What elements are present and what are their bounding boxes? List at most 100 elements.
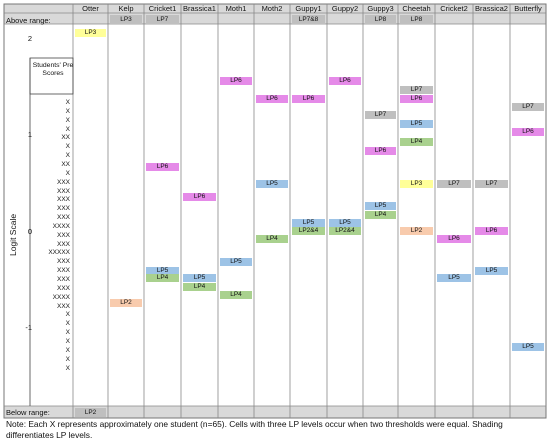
student-x-mark: XXX xyxy=(56,284,70,292)
lp-level-cell: LP6 xyxy=(183,193,216,202)
lp-level-cell: LP4 xyxy=(400,138,433,147)
lp-level-cell: LP6 xyxy=(512,127,544,136)
lp-level-cell: LP7 xyxy=(475,179,508,188)
lp-level-cell: LP6 xyxy=(256,94,288,103)
y-tick-label: 0 xyxy=(27,226,32,236)
lp-level-cell: LP5 xyxy=(220,257,252,266)
student-x-mark: XX xyxy=(61,134,70,142)
lp-level-cell: LP7 xyxy=(512,102,544,111)
y-tick-label: -1 xyxy=(25,323,32,332)
lp-level-cell: LP6 xyxy=(437,234,471,243)
lp-level-cell: LP4 xyxy=(183,282,216,291)
lp-level-cell: LP6 xyxy=(475,227,508,235)
lp-level-cell: LP5 xyxy=(329,219,361,228)
lp-level-cell: LP5 xyxy=(437,274,471,283)
lp-level-cell: LP4 xyxy=(220,290,252,299)
student-x-mark: XXX xyxy=(56,178,70,186)
above-range-cell: LP8 xyxy=(400,14,433,24)
student-x-mark: X xyxy=(65,364,70,372)
student-x-mark: XXX xyxy=(56,276,70,283)
student-x-mark: X xyxy=(65,311,70,319)
lp-level-cell: LP3 xyxy=(400,179,433,188)
y-tick-label: 2 xyxy=(27,33,32,43)
student-x-mark: XXX xyxy=(56,240,70,248)
student-x-mark: XXX xyxy=(56,231,70,239)
column-header: Cheetah xyxy=(402,4,431,13)
lp-level-cell: LP3 xyxy=(75,29,106,38)
below-range-cell: LP2 xyxy=(75,407,106,417)
lp-level-cell: LP4 xyxy=(365,210,396,219)
student-x-mark: X xyxy=(65,337,70,345)
above-range-band xyxy=(4,13,546,24)
lp-level-cell: LP6 xyxy=(146,163,179,172)
student-x-mark: XXXX xyxy=(52,222,70,230)
lp-level-cell: LP6 xyxy=(292,94,325,103)
students-pre-label: Students' Pre Scores xyxy=(32,62,74,77)
student-x-mark: XXX xyxy=(56,302,70,310)
column-header: Kelp xyxy=(118,4,134,13)
lp-level-cell: LP5 xyxy=(146,266,179,275)
student-x-mark: XXX xyxy=(56,187,70,195)
student-x-mark: X xyxy=(65,125,70,133)
student-x-mark: XX xyxy=(61,160,70,168)
student-x-mark: X xyxy=(65,320,70,328)
column-header: Moth2 xyxy=(261,4,283,13)
lp-level-cell: LP2&4 xyxy=(292,227,325,235)
student-x-mark: X xyxy=(65,107,70,115)
y-tick-label: 1 xyxy=(27,130,32,139)
lp-level-cell: LP2 xyxy=(110,299,142,308)
column-header: Brassica1 xyxy=(183,4,216,13)
column-header: Otter xyxy=(82,4,99,13)
column-header: Cricket1 xyxy=(148,4,177,13)
above-range-cell: LP7&8 xyxy=(292,14,325,24)
lp-level-cell: LP5 xyxy=(292,219,325,228)
lp-level-cell: LP6 xyxy=(400,94,433,103)
student-x-mark: X xyxy=(65,152,70,160)
column-header: Guppy3 xyxy=(367,4,394,13)
lp-level-cell: LP7 xyxy=(365,111,396,120)
lp-level-cell: LP5 xyxy=(365,201,396,210)
lp-level-cell: LP5 xyxy=(400,119,433,128)
lp-level-cell: LP7 xyxy=(437,179,471,188)
column-header: Butterfly xyxy=(514,4,542,13)
table-border xyxy=(3,3,547,419)
above-range-label: Above range: xyxy=(6,16,51,25)
column-header: Brassica2 xyxy=(475,4,508,13)
lp-level-cell: LP7 xyxy=(400,86,433,95)
student-x-mark: XXX xyxy=(56,214,70,222)
below-range-label: Below range: xyxy=(6,408,50,417)
lp-level-cell: LP2 xyxy=(400,227,433,235)
student-x-mark: XXX xyxy=(56,258,70,266)
student-x-mark: XXXX xyxy=(52,293,70,301)
above-range-cell: LP3 xyxy=(110,14,142,24)
student-x-mark: XXX xyxy=(56,196,70,204)
lp-level-cell: LP5 xyxy=(512,342,544,351)
table-note: Note: Each X represents approximately on… xyxy=(6,419,503,440)
student-x-mark: XXX xyxy=(56,205,70,213)
column-header: Guppy1 xyxy=(295,4,322,13)
student-x-mark: X xyxy=(65,355,70,363)
lp-level-cell: LP5 xyxy=(475,266,508,275)
above-range-cell: LP7 xyxy=(146,14,179,24)
lp-level-cell: LP5 xyxy=(183,274,216,283)
column-header: Cricket2 xyxy=(440,4,468,13)
student-x-mark: XXXXX xyxy=(48,249,70,257)
below-range-band xyxy=(4,406,546,418)
student-x-mark: X xyxy=(65,329,70,337)
lp-level-cell: LP2&4 xyxy=(329,227,361,235)
lp-level-cell: LP5 xyxy=(256,179,288,188)
lp-level-cell: LP4 xyxy=(256,234,288,243)
student-x-mark: X xyxy=(65,169,70,177)
column-header: Guppy2 xyxy=(331,4,359,13)
student-x-mark: X xyxy=(65,116,70,124)
above-range-cell: LP8 xyxy=(365,14,396,24)
lp-level-cell: LP6 xyxy=(365,146,396,155)
student-x-mark: X xyxy=(65,346,70,354)
column-header: Moth1 xyxy=(225,4,247,13)
lp-level-cell: LP6 xyxy=(329,77,361,86)
header-band xyxy=(4,4,546,13)
lp-level-cell: LP6 xyxy=(220,77,252,86)
student-x-mark: X xyxy=(65,143,70,151)
